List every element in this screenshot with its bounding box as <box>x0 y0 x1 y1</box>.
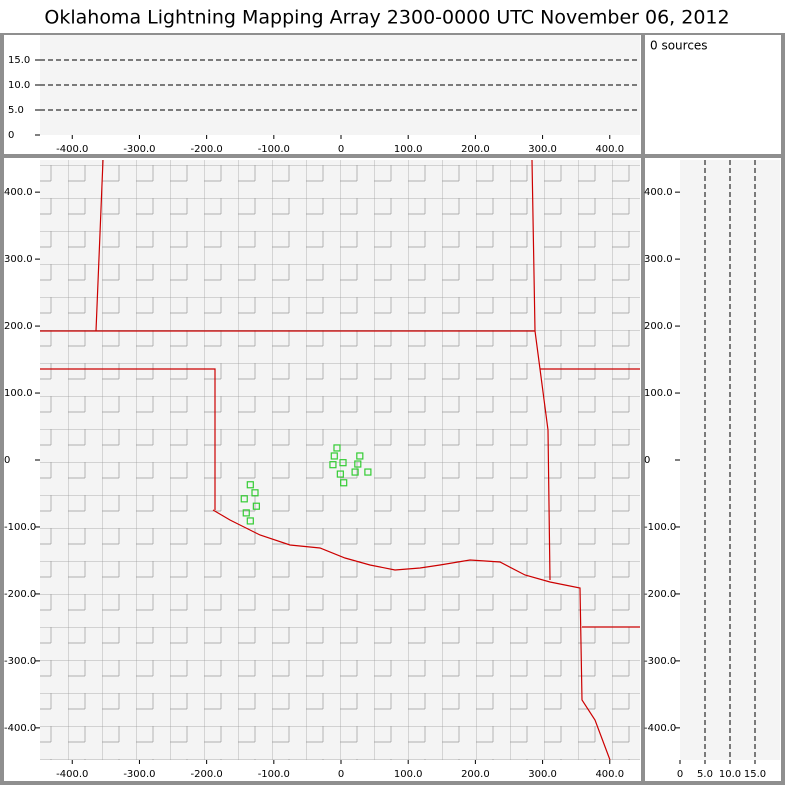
station-marker <box>329 461 337 469</box>
x-tick-label: 400.0 <box>595 769 624 780</box>
y-tick-label: -100.0 <box>4 522 36 533</box>
station-marker <box>339 459 347 467</box>
station-marker <box>246 481 254 489</box>
y-tick-label: 0 <box>644 455 650 466</box>
x-tick-label: -200.0 <box>191 769 223 780</box>
y-tick-label: -400.0 <box>644 723 676 734</box>
x-tick-label: 300.0 <box>528 769 557 780</box>
station-marker <box>336 470 344 478</box>
y-tick-label: 10.0 <box>8 80 30 91</box>
x-tick-label: -200.0 <box>191 144 223 155</box>
x-tick-label: 0 <box>338 144 344 155</box>
x-tick-label: 0 <box>338 769 344 780</box>
station-marker <box>356 452 364 460</box>
title: Oklahoma Lightning Mapping Array 2300-00… <box>44 7 729 29</box>
x-tick-label: -100.0 <box>258 144 290 155</box>
x-tick-label: 5.0 <box>697 769 713 780</box>
station-marker <box>240 495 248 503</box>
y-tick-label: -300.0 <box>4 656 36 667</box>
x-tick-label: -100.0 <box>258 769 290 780</box>
y-tick-label: 200.0 <box>4 321 33 332</box>
y-tick-label: 200.0 <box>644 321 673 332</box>
y-tick-label: -300.0 <box>644 656 676 667</box>
y-tick-label: 15.0 <box>8 55 30 66</box>
y-tick-label: -200.0 <box>4 589 36 600</box>
y-tick-label: 400.0 <box>644 187 673 198</box>
x-tick-label: 100.0 <box>394 769 423 780</box>
station-marker <box>333 444 341 452</box>
x-tick-label: 400.0 <box>595 144 624 155</box>
y-tick-label: 300.0 <box>4 254 33 265</box>
station-marker <box>340 479 348 487</box>
count-panel <box>645 35 781 154</box>
x-tick-label: 100.0 <box>394 144 423 155</box>
x-tick-label: 200.0 <box>461 769 490 780</box>
x-tick-label: 15.0 <box>744 769 766 780</box>
station-marker <box>354 460 362 468</box>
station-marker <box>242 509 250 517</box>
station-marker <box>330 452 338 460</box>
x-tick-label: 300.0 <box>528 144 557 155</box>
y-tick-label: 0 <box>8 130 14 141</box>
y-tick-label: -400.0 <box>4 723 36 734</box>
x-tick-label: -400.0 <box>56 144 88 155</box>
title-bar <box>0 0 785 33</box>
x-tick-label: 200.0 <box>461 144 490 155</box>
y-tick-label: 300.0 <box>644 254 673 265</box>
x-tick-label: -400.0 <box>56 769 88 780</box>
y-tick-label: 400.0 <box>4 187 33 198</box>
source-count: 0 sources <box>650 39 708 53</box>
y-tick-label: 100.0 <box>644 388 673 399</box>
station-marker <box>351 468 359 476</box>
x-tick-label: 10.0 <box>719 769 741 780</box>
station-marker <box>364 468 372 476</box>
y-tick-label: -100.0 <box>644 522 676 533</box>
x-tick-label: -300.0 <box>123 769 155 780</box>
station-marker <box>246 517 254 525</box>
y-tick-label: 100.0 <box>4 388 33 399</box>
station-marker <box>251 489 259 497</box>
y-tick-label: 5.0 <box>8 105 24 116</box>
y-tick-label: 0 <box>4 455 10 466</box>
state-borders <box>40 160 640 760</box>
station-marker <box>252 502 260 510</box>
y-tick-label: -200.0 <box>644 589 676 600</box>
x-tick-label: 0 <box>677 769 683 780</box>
x-tick-label: -300.0 <box>123 144 155 155</box>
